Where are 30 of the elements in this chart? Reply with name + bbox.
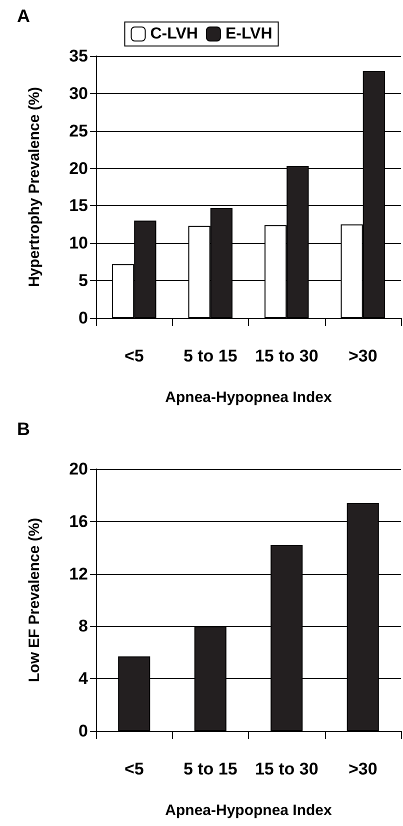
y-tick-label: 25 <box>69 121 88 140</box>
legend-label: C-LVH <box>150 26 198 42</box>
chart-title: B <box>17 419 30 439</box>
x-tick-label: 15 to 30 <box>254 760 318 778</box>
chart-title: A <box>17 6 30 26</box>
x-tick-label: 5 to 15 <box>183 346 238 366</box>
y-tick-label: 5 <box>78 271 88 290</box>
x-axis-title: Apnea-Hypopnea Index <box>165 389 332 406</box>
x-tick-label: >30 <box>348 760 378 778</box>
y-tick-label: 20 <box>69 158 88 178</box>
y-tick-label: 16 <box>69 512 88 531</box>
x-tick-label: 5 to 15 <box>183 760 238 778</box>
y-tick-label: 4 <box>78 669 89 688</box>
y-tick-label: 8 <box>78 616 88 636</box>
x-tick-label: <5 <box>124 760 144 778</box>
y-tick-label: 15 <box>69 196 88 216</box>
y-tick-label: 10 <box>69 234 88 253</box>
x-tick-label: 15 to 30 <box>254 346 318 366</box>
x-axis-title: Apnea-Hypopnea Index <box>165 802 332 819</box>
x-tick-label: >30 <box>348 346 378 366</box>
x-tick-label: <5 <box>124 346 144 366</box>
y-tick-label: 20 <box>69 460 88 478</box>
y-axis-title: Hypertrophy Prevalence (%) <box>26 86 43 288</box>
legend-label: E-LVH <box>225 26 272 42</box>
y-tick-label: 12 <box>69 564 88 584</box>
y-tick-label: 35 <box>69 46 88 66</box>
y-tick-label: 0 <box>78 308 88 328</box>
y-tick-label: 30 <box>69 84 88 103</box>
y-axis-title: Low EF Prevalence (%) <box>26 518 43 682</box>
y-tick-label: 0 <box>78 722 88 740</box>
